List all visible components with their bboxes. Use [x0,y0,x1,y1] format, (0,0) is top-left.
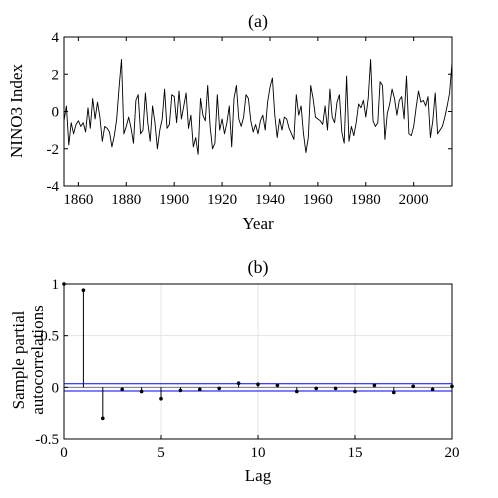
x-tick-label: 1980 [351,192,381,208]
x-tick-label: 15 [348,445,363,461]
stem-marker [430,387,435,392]
stem-marker [353,389,357,394]
stem-marker [198,387,202,392]
panel-b-title: (b) [248,257,269,278]
y-tick-label: -4 [47,179,60,195]
y-tick-label: 2 [52,67,60,83]
panel-b-grid [63,283,453,440]
x-tick-label: 1920 [207,192,237,208]
stem-marker [256,382,260,387]
panel-a-title: (a) [248,11,268,32]
x-tick-label: 20 [445,445,460,461]
stem-marker [411,384,416,389]
stem-marker [178,388,183,393]
panel-b-xlabel: Lag [245,466,272,485]
panel-a-plot-area [63,36,453,187]
stem-marker [392,390,396,395]
panel-a-axis-ticks: 1860 1880 1900 1920 1940 1960 1980 2000 -4 -2 0 2 4 [47,30,452,208]
stem-marker [275,383,280,388]
x-tick-label: 5 [157,445,165,461]
ylabel-line-2: autocorrelations [28,305,47,415]
y-tick-label: 0 [52,105,60,121]
x-tick-label: 10 [251,445,266,461]
stem-marker [120,387,124,392]
x-tick-label: 1940 [255,192,285,208]
x-tick-label: 1860 [63,192,93,208]
stem-marker [295,389,299,394]
panel-a-ylabel: NINO3 Index [7,64,26,158]
stem-marker [159,396,163,401]
stem-marker [372,383,377,388]
stem-marker [101,416,105,421]
stem-marker [81,288,86,293]
x-tick-label: 1960 [303,192,333,208]
x-tick-label: 2000 [399,192,429,208]
panel-b-ylabel: Sample partialautocorrelations [9,305,47,415]
nino3-series-line [63,58,453,155]
stem-marker [217,386,221,391]
stem-marker [333,386,338,391]
y-tick-label: 4 [52,30,60,46]
stem-marker [139,389,144,394]
x-tick-label: 1880 [111,192,141,208]
y-tick-label: 0.5 [40,329,59,345]
nino3-time-series-panel: (a) 1860 1880 1900 1920 1940 1960 1980 2000 -4 -2… [7,11,453,233]
x-tick-label: 1900 [159,192,189,208]
ylabel-line-1: Sample partial [9,310,28,409]
stem-marker [236,381,241,386]
x-tick-label: 0 [60,445,68,461]
partial-autocorrelation-panel: (b) 0 5 10 15 20-0.500.51 Lag Sample partial… [9,257,460,485]
y-tick-label: -0.5 [35,432,59,448]
panel-b-axis-ticks: 0 5 10 15 20-0.500.51 [35,277,459,461]
panel-a-series [63,58,453,155]
panel-a-xlabel: Year [242,214,274,233]
y-tick-label: 0 [52,380,60,396]
stem-marker [314,386,319,391]
y-tick-label: -2 [47,142,60,158]
y-tick-label: 1 [52,277,60,293]
